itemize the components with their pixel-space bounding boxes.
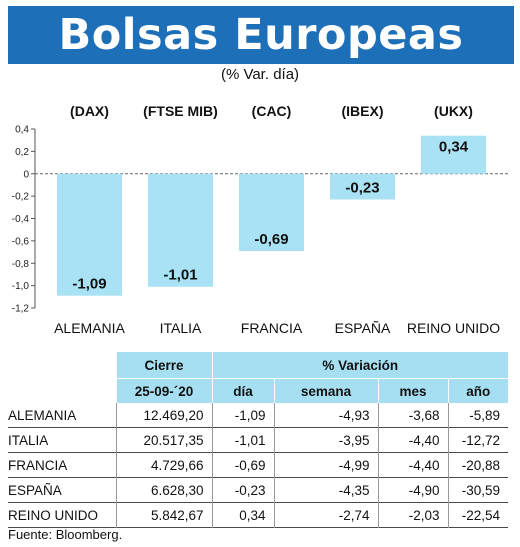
row-country: ESPAÑA xyxy=(8,477,117,503)
row-country: ITALIA xyxy=(8,427,117,453)
row-semana: -4,99 xyxy=(274,452,379,478)
index-label: (CAC) xyxy=(252,103,292,119)
row-cierre: 12.469,20 xyxy=(116,403,213,428)
index-label: (FTSE MIB) xyxy=(143,103,218,119)
table-row: REINO UNIDO 5.842,67 0,34 -2,74 -2,03 -2… xyxy=(8,502,509,528)
row-mes: -2,03 xyxy=(378,502,449,528)
y-tick-label: 0,2 xyxy=(15,147,29,158)
table-row: ALEMANIA 12.469,20 -1,09 -4,93 -3,68 -5,… xyxy=(8,403,509,428)
category-label: REINO UNIDO xyxy=(407,320,500,336)
row-mes: -4,40 xyxy=(378,427,449,453)
column-header-dia: día xyxy=(212,378,275,403)
row-mes: -4,40 xyxy=(378,452,449,478)
category-label: FRANCIA xyxy=(241,320,303,336)
table-group-header-row: Cierre % Variación xyxy=(8,352,509,379)
table-row: ESPAÑA 6.628,30 -0,23 -4,35 -4,90 -30,59 xyxy=(8,477,509,503)
row-ano: -20,88 xyxy=(461,457,501,473)
group-header-cierre: Cierre xyxy=(116,352,213,379)
table-corner-2 xyxy=(8,378,117,403)
category-label: ALEMANIA xyxy=(54,320,125,336)
row-semana: -4,93 xyxy=(274,403,379,428)
row-semana: -4,35 xyxy=(274,477,379,503)
bar-francia xyxy=(239,173,304,251)
y-tick-label: -0,6 xyxy=(12,236,30,247)
row-cierre: 6.628,30 xyxy=(116,477,213,503)
data-label: -0,69 xyxy=(254,231,288,248)
y-tick-label: -0,8 xyxy=(12,259,30,270)
row-ano: -22,54 xyxy=(461,507,501,523)
row-ano: -30,59 xyxy=(461,482,501,498)
y-tick-label: -1,0 xyxy=(12,281,30,292)
index-label: (DAX) xyxy=(70,103,109,119)
table-column-header-row: 25-09-´20 día semana mes año xyxy=(8,378,509,403)
row-dia: -0,69 xyxy=(212,452,275,478)
row-cierre: 4.729,66 xyxy=(116,452,213,478)
column-header-mes: mes xyxy=(378,378,449,403)
bar-alemania xyxy=(57,173,122,296)
table-corner xyxy=(8,352,117,379)
row-dia: -1,01 xyxy=(212,427,275,453)
row-cierre: 20.517,35 xyxy=(116,427,213,453)
row-mes: -3,68 xyxy=(378,403,449,428)
data-label: 0,34 xyxy=(439,139,469,156)
quotes-table-container: Cierre % Variación 25-09-´20 día semana … xyxy=(8,352,509,528)
y-tick-label: -1,2 xyxy=(12,304,30,315)
y-tick-label: 0 xyxy=(23,169,29,180)
row-dia: -1,09 xyxy=(212,403,275,428)
row-country: FRANCIA xyxy=(8,452,117,478)
table-row: FRANCIA 4.729,66 -0,69 -4,99 -4,40 -20,8… xyxy=(8,452,509,478)
row-ano: -5,89 xyxy=(469,407,501,423)
row-cierre: 5.842,67 xyxy=(116,502,213,528)
row-mes: -4,90 xyxy=(378,477,449,503)
row-country: ALEMANIA xyxy=(8,403,117,428)
bar-italia xyxy=(148,173,213,287)
page-title: Bolsas Europeas xyxy=(8,6,514,64)
row-semana: -3,95 xyxy=(274,427,379,453)
y-tick-label: -0,4 xyxy=(12,214,30,225)
index-label: (IBEX) xyxy=(342,103,384,119)
column-header-date: 25-09-´20 xyxy=(116,378,213,403)
row-dia: 0,34 xyxy=(212,502,275,528)
data-label: -1,09 xyxy=(72,276,106,293)
data-label: -0,23 xyxy=(345,179,379,196)
chart-subtitle: (% Var. día) xyxy=(220,66,300,83)
data-label: -1,01 xyxy=(163,267,197,284)
row-dia: -0,23 xyxy=(212,477,275,503)
column-header-semana: semana xyxy=(274,378,379,403)
bar-españa xyxy=(330,173,395,200)
quotes-table: Cierre % Variación 25-09-´20 día semana … xyxy=(8,352,509,528)
category-label: ITALIA xyxy=(160,320,202,336)
y-tick-label: -0,2 xyxy=(12,192,30,203)
y-tick-label: 0,4 xyxy=(15,125,29,136)
source-note: Fuente: Bloomberg. xyxy=(8,527,123,542)
index-label: (UKX) xyxy=(434,103,473,119)
row-ano: -12,72 xyxy=(461,432,501,448)
bar-chart: 0,4 0,2 0 -0,2 -0,4 -0,6 -0,8 -1,0 -1,2 -1,09 (DAX… xyxy=(12,103,510,336)
row-semana: -2,74 xyxy=(274,502,379,528)
row-country: REINO UNIDO xyxy=(8,502,117,528)
category-label: ESPAÑA xyxy=(335,320,391,336)
group-header-variacion: % Variación xyxy=(212,352,509,379)
bar-reino-unido xyxy=(421,135,486,174)
column-header-ano: año xyxy=(448,378,509,403)
table-row: ITALIA 20.517,35 -1,01 -3,95 -4,40 -12,7… xyxy=(8,427,509,453)
